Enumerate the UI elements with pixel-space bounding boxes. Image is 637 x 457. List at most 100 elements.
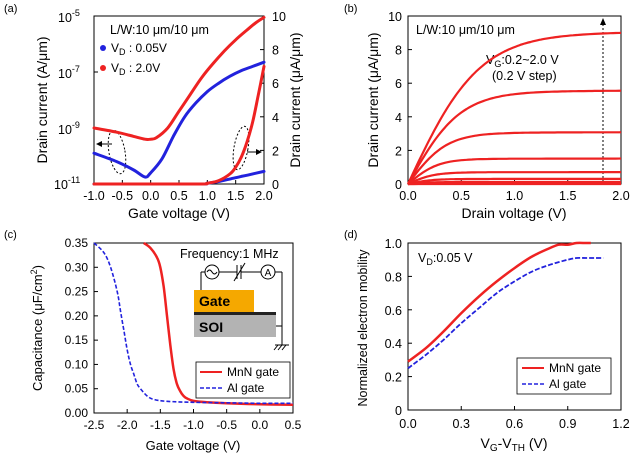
panel-d-ytick-label-4: 0.8: [385, 270, 402, 284]
panel-b-curve-1: [407, 89, 622, 185]
panel-c-soi-layer: [194, 315, 276, 337]
panel-b-curve-2: [407, 131, 622, 185]
panel-a-xtick-label-2: 0.0: [142, 189, 159, 203]
panel-c-ytick-label-3: 0.15: [65, 333, 89, 347]
panel-a-series-0: [92, 60, 266, 179]
panel-d: (d) 0.0 0.3 0.6 0.9 1.2 0 0.2 0.4 0.6 0.8 1.0 Norm…: [344, 229, 630, 454]
panel-c: (c) -2.5 -2.0 -1.5 -1.0 -0.5 0.0 0.5 0.00 0.05 0.…: [4, 229, 302, 453]
panel-c-ytick-label-1: 0.05: [65, 382, 89, 396]
panel-c-ground-4: [281, 344, 287, 351]
panel-b-xtick-label-0: 0.0: [399, 189, 416, 203]
panel-d-series-1: [407, 257, 604, 370]
panel-b-ticks: 0.0 0.5 1.0 1.5 2.0 0 2 4 6 8 10: [388, 10, 630, 203]
panel-c-series-1: [93, 242, 294, 405]
panel-b-curve-5: [407, 177, 621, 186]
panel-d-ylabel: Normalized electron mobility: [356, 249, 370, 407]
panel-c-ytick-label-7: 0.35: [65, 236, 89, 250]
panel-d-xtick-label-4: 1.2: [612, 417, 629, 431]
panel-d-xtick-label-1: 0.3: [453, 417, 470, 431]
panel-c-soi-label: SOI: [199, 319, 223, 335]
panel-a-ytick-left-1: 10-7: [58, 64, 80, 81]
panel-a-xlabel: Gate voltage (V): [128, 205, 230, 221]
panel-a-xtick-label-4: 1.0: [199, 189, 216, 203]
panel-c-legend: MnN gate Al gate: [195, 361, 291, 399]
panel-a-legend-marker-0: [100, 45, 106, 51]
panel-a-ytick-right-label-3: 6: [272, 77, 279, 91]
panel-c-legend-label-0: MnN gate: [227, 365, 279, 379]
panel-a-ellipse-left: [107, 129, 127, 175]
panel-c-label: (c): [4, 229, 17, 241]
panel-a-ytick-left-2: 10-9: [58, 120, 80, 137]
panel-c-gate-label: Gate: [199, 293, 230, 309]
panel-b-step-label-2: (0.2 V step): [492, 69, 557, 83]
panel-d-xlabel: VG-VTH (V): [480, 435, 547, 454]
panel-c-gate-layer: [194, 290, 254, 312]
panel-a-arrowhead-right: [256, 149, 262, 155]
panel-d-legend: MnN gate Al gate: [516, 357, 612, 395]
panel-a-ytick-right-label-4: 8: [272, 44, 279, 58]
panel-c-xtick-label-5: 0.0: [251, 418, 268, 432]
panel-a-ytick-left-0: 10-5: [58, 8, 80, 25]
panel-d-legend-box: [516, 357, 612, 395]
panel-a-label: (a): [4, 3, 17, 15]
panel-c-xlabel: Gate voltage (V): [146, 438, 241, 453]
panel-b-ytick-label-4: 8: [395, 44, 402, 58]
panel-b-xtick-label-2: 1.0: [506, 189, 523, 203]
panel-c-ytick-label-5: 0.25: [65, 285, 89, 299]
panel-b-curve-6: [407, 180, 622, 186]
panel-a-arrowhead-left: [96, 141, 102, 147]
panel-b-ylabel: Drain current (μA/μm): [365, 32, 381, 167]
panel-a-xtick-label-0: -1.0: [83, 189, 105, 203]
panel-a-ytick-right-label-2: 4: [272, 111, 279, 125]
panel-d-series-0: [407, 241, 591, 363]
panel-c-series: [93, 241, 294, 406]
panel-c-ylabel: Capacitance (μF/cm2): [29, 265, 45, 391]
panel-d-ytick-label-3: 0.6: [385, 304, 402, 318]
panel-c-xtick-label-6: 0.5: [285, 418, 302, 432]
panel-a-series: [92, 15, 266, 186]
panel-c-inset: A Gate SOI: [194, 262, 289, 351]
panel-c-xtick-label-0: -2.5: [84, 418, 105, 432]
panel-b-ytick-label-0: 0: [395, 178, 402, 192]
panel-b-arrowhead: [600, 18, 606, 25]
panel-a-series-1: [92, 15, 266, 141]
panel-a-ytick-left-3: 10-11: [54, 175, 80, 192]
panel-a-legend-marker-1: [100, 65, 106, 71]
panel-d-ytick-label-0: 0: [395, 404, 402, 418]
panel-a-frame: [93, 15, 265, 185]
panel-c-ground-3: [277, 344, 283, 351]
panel-d-legend-label-0: MnN gate: [549, 361, 601, 375]
panel-a-xtick-label-6: 2.0: [255, 189, 272, 203]
panel-b-curve-0: [407, 31, 622, 185]
panel-c-ytick-label-4: 0.20: [65, 309, 89, 323]
panel-c-xtick-label-3: -1.0: [183, 418, 204, 432]
panel-c-ticks: -2.5 -2.0 -1.5 -1.0 -0.5 0.0 0.5 0.00 0.05 0.10 0.…: [65, 236, 302, 432]
panel-c-oxide-layer: [194, 312, 276, 315]
panel-b-xlabel: Drain voltage (V): [461, 205, 566, 221]
panel-a-ylabel-left: Drain current (A/μm): [34, 36, 50, 163]
panel-b-xtick-label-1: 0.5: [453, 189, 470, 203]
panel-c-ac-wave-icon: [206, 269, 218, 275]
panel-b-ytick-label-1: 2: [395, 144, 402, 158]
panel-a-ytick-right-label-0: 0: [272, 178, 279, 192]
panel-d-series: [407, 241, 604, 370]
panel-b-ytick-label-3: 6: [395, 77, 402, 91]
panel-a-legend-label-0: VD : 0.05V: [111, 41, 167, 57]
panel-c-ytick-label-2: 0.10: [65, 357, 89, 371]
panel-a-annotation: L/W:10 μm/10 μm: [110, 23, 209, 37]
panel-b-ytick-label-5: 10: [388, 10, 402, 24]
panel-b-series: [407, 31, 622, 186]
panel-d-xtick-label-3: 0.9: [559, 417, 576, 431]
panel-c-ytick-label-6: 0.30: [65, 260, 89, 274]
panel-d-ytick-label-5: 1.0: [385, 237, 402, 251]
panel-d-ytick-label-1: 0.2: [385, 371, 402, 385]
panel-a-xtick-label-3: 0.5: [170, 189, 187, 203]
panel-c-ytick-label-0: 0.00: [65, 406, 89, 420]
panel-a-legend: VD : 0.05V VD : 2.0V: [100, 41, 167, 77]
panel-b-xtick-label-3: 1.5: [559, 189, 576, 203]
panel-b: (b) 0.0 0.5 1.0 1.5 2.0 0 2 4 6 8 10 Drain current…: [344, 3, 630, 221]
panel-b-label: (b): [344, 3, 357, 15]
panel-c-xtick-label-1: -2.0: [117, 418, 138, 432]
